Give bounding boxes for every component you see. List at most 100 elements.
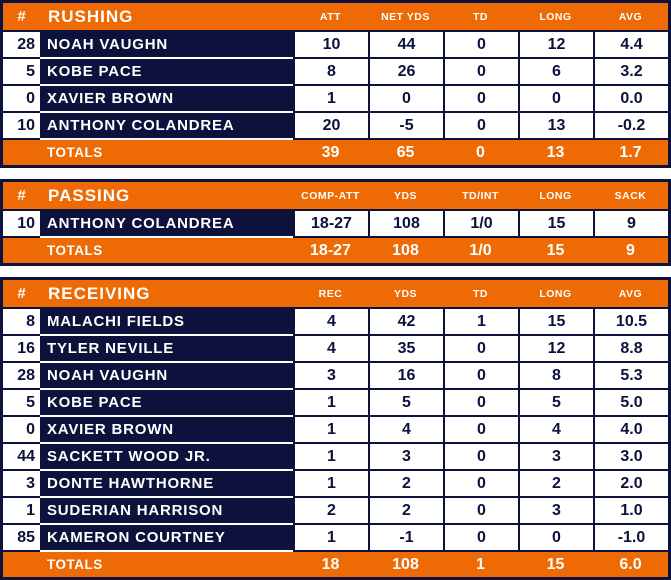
column-header-avg: AVG	[618, 287, 643, 300]
stat-cell: 35	[368, 336, 443, 363]
stat-cell: 42	[368, 309, 443, 336]
stats-table-rushing: # RUSHING ATT NET YDS TD LONG AVG 28 NOAH VAUGHN…	[0, 0, 671, 168]
totals-number-spacer	[3, 140, 40, 165]
player-row: 3 DONTE HAWTHORNE 1 2 0 2 2.0	[3, 471, 668, 498]
totals-stat-cell: 6.0	[619, 555, 642, 573]
number-column-header: #	[17, 8, 26, 25]
player-name: ANTHONY COLANDREA	[40, 211, 293, 238]
player-name: MALACHI FIELDS	[40, 309, 293, 336]
stat-cell: 0	[443, 336, 518, 363]
column-header-long: LONG	[539, 189, 572, 202]
player-name: NOAH VAUGHN	[40, 363, 293, 390]
totals-number-spacer	[3, 238, 40, 263]
totals-stat-cell: 1.7	[619, 143, 642, 161]
player-row: 0 XAVIER BROWN 1 4 0 4 4.0	[3, 417, 668, 444]
totals-row: TOTALS 18-27 108 1/0 15 9	[3, 238, 668, 263]
stat-cell: 3	[368, 444, 443, 471]
stat-cell: 4	[293, 336, 368, 363]
player-row: 28 NOAH VAUGHN 10 44 0 12 4.4	[3, 32, 668, 59]
player-number: 0	[3, 417, 40, 444]
player-number: 28	[3, 363, 40, 390]
stat-cell: 2	[293, 498, 368, 525]
stat-cell: 0.0	[593, 86, 668, 113]
player-row: 8 MALACHI FIELDS 4 42 1 15 10.5	[3, 309, 668, 336]
column-header-avg: AVG	[618, 10, 643, 23]
totals-stat-cell: 1/0	[469, 241, 492, 259]
table-header-row: # RUSHING ATT NET YDS TD LONG AVG	[3, 3, 668, 32]
stat-cell: 9	[593, 211, 668, 238]
stat-cell: 1/0	[443, 211, 518, 238]
stat-cell: 0	[443, 417, 518, 444]
player-name: DONTE HAWTHORNE	[40, 471, 293, 498]
stat-cell: 0	[443, 113, 518, 140]
player-name: KOBE PACE	[40, 390, 293, 417]
stat-cell: 15	[518, 309, 593, 336]
stat-cell: 44	[368, 32, 443, 59]
player-name: KOBE PACE	[40, 59, 293, 86]
stat-cell: 2	[368, 498, 443, 525]
stat-cell: 1	[443, 309, 518, 336]
player-row: 16 TYLER NEVILLE 4 35 0 12 8.8	[3, 336, 668, 363]
player-row: 44 SACKETT WOOD JR. 1 3 0 3 3.0	[3, 444, 668, 471]
stat-cell: 8.8	[593, 336, 668, 363]
column-header-td: TD	[473, 287, 488, 300]
stat-cell: 4	[293, 309, 368, 336]
stat-cell: 4.4	[593, 32, 668, 59]
table-title: PASSING	[48, 185, 131, 205]
stat-cell: 0	[443, 444, 518, 471]
totals-row: TOTALS 18 108 1 15 6.0	[3, 552, 668, 577]
player-row: 1 SUDERIAN HARRISON 2 2 0 3 1.0	[3, 498, 668, 525]
column-header-long: LONG	[539, 287, 572, 300]
player-number: 10	[3, 211, 40, 238]
stat-cell: 5	[518, 390, 593, 417]
totals-row: TOTALS 39 65 0 13 1.7	[3, 140, 668, 165]
stat-cell: 3	[293, 363, 368, 390]
player-number: 16	[3, 336, 40, 363]
column-header-net-yds: NET YDS	[381, 10, 430, 23]
player-row: 5 KOBE PACE 1 5 0 5 5.0	[3, 390, 668, 417]
totals-label: TOTALS	[47, 243, 103, 258]
table-header-row: # PASSING COMP-ATT YDS TD/INT LONG SACK	[3, 182, 668, 211]
stat-cell: -1.0	[593, 525, 668, 552]
player-name: SUDERIAN HARRISON	[40, 498, 293, 525]
stat-cell: 13	[518, 113, 593, 140]
stat-cell: 0	[368, 86, 443, 113]
stat-cell: 5.0	[593, 390, 668, 417]
column-header-yds: YDS	[393, 287, 418, 300]
column-header-sack: SACK	[614, 189, 647, 202]
stat-cell: 4.0	[593, 417, 668, 444]
stat-cell: 5.3	[593, 363, 668, 390]
stat-cell: 10	[293, 32, 368, 59]
stat-cell: 0	[443, 390, 518, 417]
stat-cell: 4	[518, 417, 593, 444]
player-name: ANTHONY COLANDREA	[40, 113, 293, 140]
player-name: TYLER NEVILLE	[40, 336, 293, 363]
stat-cell: 1	[293, 390, 368, 417]
stat-cell: 8	[293, 59, 368, 86]
stat-cell: 15	[518, 211, 593, 238]
player-number: 10	[3, 113, 40, 140]
player-number: 28	[3, 32, 40, 59]
player-number: 8	[3, 309, 40, 336]
column-header-yds: YDS	[393, 189, 418, 202]
stat-cell: -0.2	[593, 113, 668, 140]
player-name: XAVIER BROWN	[40, 86, 293, 113]
totals-stat-cell: 9	[626, 241, 635, 259]
player-number: 85	[3, 525, 40, 552]
player-row: 85 KAMERON COURTNEY 1 -1 0 0 -1.0	[3, 525, 668, 552]
stat-cell: 0	[518, 525, 593, 552]
stat-cell: 1	[293, 471, 368, 498]
player-row: 10 ANTHONY COLANDREA 20 -5 0 13 -0.2	[3, 113, 668, 140]
player-row: 10 ANTHONY COLANDREA 18-27 108 1/0 15 9	[3, 211, 668, 238]
stat-cell: 108	[368, 211, 443, 238]
stat-cell: 0	[518, 86, 593, 113]
stat-cell: 0	[443, 32, 518, 59]
player-name: NOAH VAUGHN	[40, 32, 293, 59]
stat-cell: -5	[368, 113, 443, 140]
stat-cell: 12	[518, 32, 593, 59]
stat-cell: 5	[368, 390, 443, 417]
totals-stat-cell: 15	[546, 555, 565, 573]
stat-cell: -1	[368, 525, 443, 552]
totals-stat-cell: 1	[476, 555, 485, 573]
